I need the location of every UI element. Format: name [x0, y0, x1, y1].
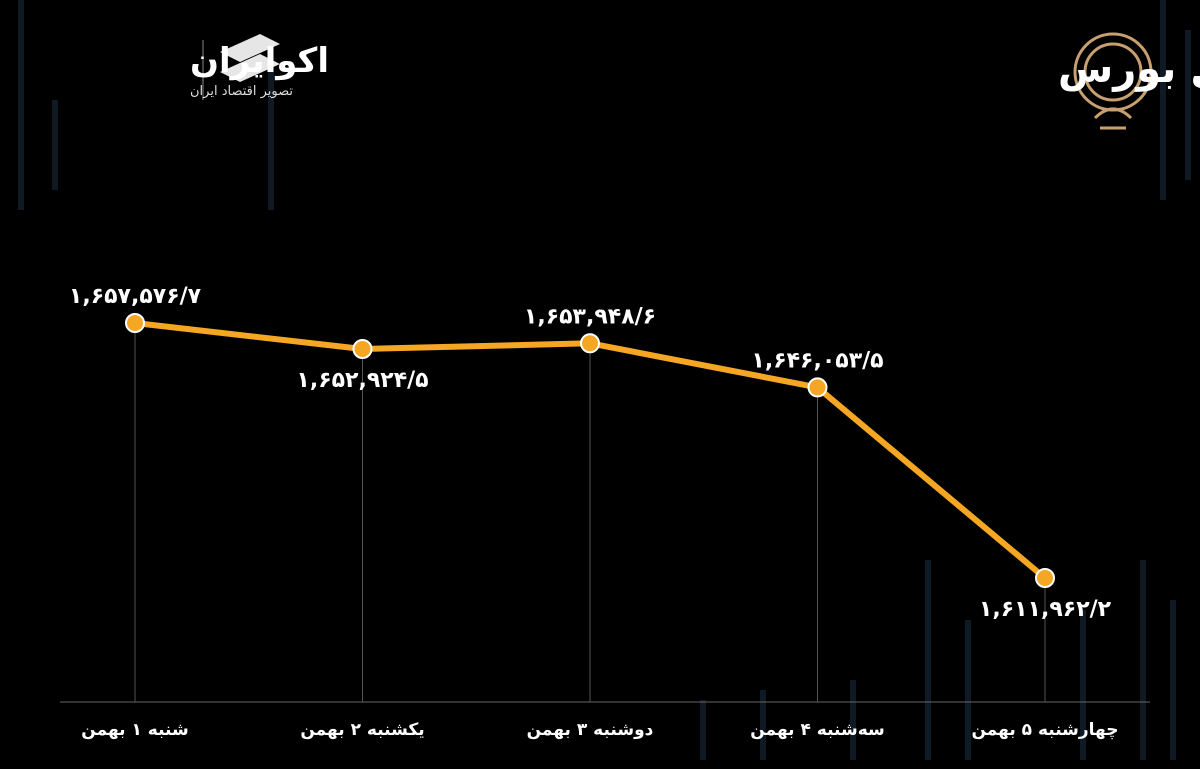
value-label: ۱,۶۵۲,۹۲۴/۵	[296, 368, 428, 393]
brand-logo	[202, 34, 280, 100]
data-point	[807, 377, 828, 398]
chart-title: روند هفته شاخص کل بورس	[1058, 46, 1200, 92]
value-label: ۱,۶۱۱,۹۶۲/۲	[979, 597, 1112, 622]
value-label: ۱,۶۵۷,۵۷۶/۷	[69, 284, 202, 309]
value-label: ۱,۶۵۳,۹۴۸/۶	[524, 304, 656, 329]
brand-name: اکوایران	[190, 41, 329, 81]
data-point	[1035, 568, 1055, 588]
x-tick-label: شنبه ۱ بهمن	[81, 720, 188, 740]
x-tick-label: یکشنبه ۲ بهمن	[300, 720, 424, 740]
exchange-emblem	[1073, 32, 1153, 130]
x-tick-label: چهارشنبه ۵ بهمن	[971, 720, 1118, 740]
x-tick-label: دوشنبه ۳ بهمن	[527, 720, 654, 740]
data-point	[352, 339, 373, 360]
data-point	[125, 313, 145, 333]
value-label: ۱,۶۴۶,۰۵۳/۵	[751, 348, 883, 373]
background-candles	[18, 0, 1191, 760]
x-tick-label: سه‌شنبه ۴ بهمن	[750, 720, 884, 740]
brand-tagline: تصویر اقتصاد ایران	[190, 84, 293, 99]
data-point	[580, 333, 600, 354]
